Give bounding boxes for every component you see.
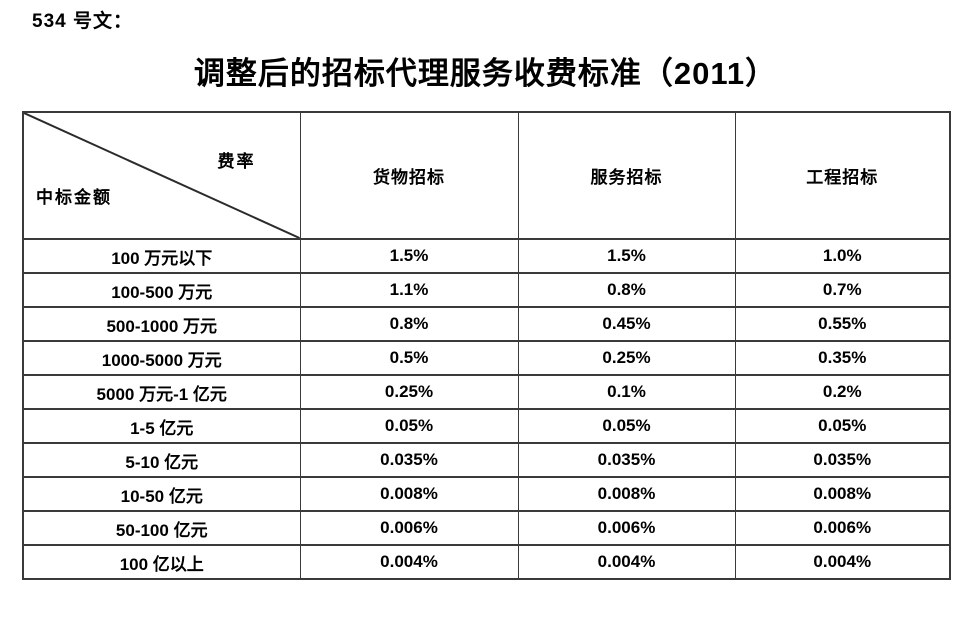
fee-rate-table: 费率 中标金额 货物招标 服务招标 工程招标 100 万元以下 1.5% 1.5… <box>22 111 951 580</box>
table-row: 500-1000 万元 0.8% 0.45% 0.55% <box>22 306 951 342</box>
corner-label-rate: 费率 <box>217 152 256 171</box>
goods-rate-cell: 0.035% <box>299 442 519 478</box>
engineering-rate-cell: 0.35% <box>734 340 951 376</box>
diagonal-corner-cell: 费率 中标金额 <box>22 111 301 240</box>
table-row: 100 亿以上 0.004% 0.004% 0.004% <box>22 544 951 580</box>
goods-rate-cell: 0.004% <box>299 544 519 580</box>
amount-range-cell: 50-100 亿元 <box>22 510 301 546</box>
page-title: 调整后的招标代理服务收费标准（2011） <box>193 56 778 91</box>
goods-rate-cell: 0.25% <box>299 374 519 410</box>
goods-rate-cell: 1.5% <box>299 238 519 274</box>
engineering-rate-cell: 1.0% <box>734 238 951 274</box>
column-header-engineering: 工程招标 <box>734 111 951 240</box>
engineering-rate-cell: 0.2% <box>734 374 951 410</box>
amount-range-cell: 1-5 亿元 <box>22 408 301 444</box>
engineering-rate-cell: 0.004% <box>734 544 951 580</box>
table-row: 1-5 亿元 0.05% 0.05% 0.05% <box>22 408 951 444</box>
amount-range-cell: 100 万元以下 <box>22 238 301 274</box>
amount-range-cell: 5000 万元-1 亿元 <box>22 374 301 410</box>
engineering-rate-cell: 0.55% <box>734 306 951 342</box>
goods-rate-cell: 0.8% <box>299 306 519 342</box>
engineering-rate-cell: 0.05% <box>734 408 951 444</box>
table-header-row: 费率 中标金额 货物招标 服务招标 工程招标 <box>22 111 951 240</box>
table-row: 5-10 亿元 0.035% 0.035% 0.035% <box>22 442 951 478</box>
services-rate-cell: 0.004% <box>517 544 736 580</box>
services-rate-cell: 0.25% <box>517 340 736 376</box>
column-header-services: 服务招标 <box>517 111 736 240</box>
goods-rate-cell: 1.1% <box>299 272 519 308</box>
goods-rate-cell: 0.008% <box>299 476 519 512</box>
amount-range-cell: 500-1000 万元 <box>22 306 301 342</box>
engineering-rate-cell: 0.035% <box>734 442 951 478</box>
goods-rate-cell: 0.006% <box>299 510 519 546</box>
engineering-rate-cell: 0.7% <box>734 272 951 308</box>
services-rate-cell: 0.45% <box>517 306 736 342</box>
document-number-label: 534 号文： <box>32 11 133 32</box>
table-row: 5000 万元-1 亿元 0.25% 0.1% 0.2% <box>22 374 951 410</box>
services-rate-cell: 0.008% <box>517 476 736 512</box>
table-row: 10-50 亿元 0.008% 0.008% 0.008% <box>22 476 951 512</box>
amount-range-cell: 100 亿以上 <box>22 544 301 580</box>
table-row: 100 万元以下 1.5% 1.5% 1.0% <box>22 238 951 274</box>
amount-range-cell: 5-10 亿元 <box>22 442 301 478</box>
services-rate-cell: 0.035% <box>517 442 736 478</box>
goods-rate-cell: 0.5% <box>299 340 519 376</box>
table-row: 1000-5000 万元 0.5% 0.25% 0.35% <box>22 340 951 376</box>
services-rate-cell: 1.5% <box>517 238 736 274</box>
services-rate-cell: 0.006% <box>517 510 736 546</box>
table-body: 100 万元以下 1.5% 1.5% 1.0% 100-500 万元 1.1% … <box>22 238 951 580</box>
engineering-rate-cell: 0.006% <box>734 510 951 546</box>
table-row: 100-500 万元 1.1% 0.8% 0.7% <box>22 272 951 308</box>
diagonal-divider-line <box>24 113 300 238</box>
corner-label-bid-amount: 中标金额 <box>36 188 112 207</box>
engineering-rate-cell: 0.008% <box>734 476 951 512</box>
services-rate-cell: 0.8% <box>517 272 736 308</box>
table-row: 50-100 亿元 0.006% 0.006% 0.006% <box>22 510 951 546</box>
amount-range-cell: 10-50 亿元 <box>22 476 301 512</box>
amount-range-cell: 100-500 万元 <box>22 272 301 308</box>
services-rate-cell: 0.1% <box>517 374 736 410</box>
column-header-goods: 货物招标 <box>299 111 519 240</box>
goods-rate-cell: 0.05% <box>299 408 519 444</box>
services-rate-cell: 0.05% <box>517 408 736 444</box>
amount-range-cell: 1000-5000 万元 <box>22 340 301 376</box>
